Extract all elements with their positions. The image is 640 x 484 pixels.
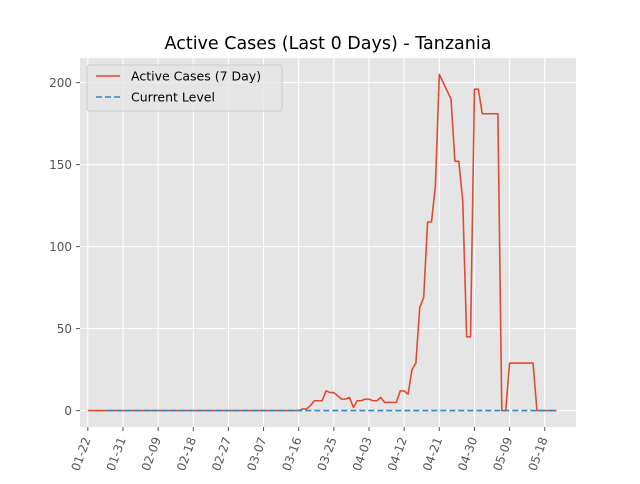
series-line-active-cases-7-day (87, 73, 557, 412)
x-tick-label: 03-07 (244, 435, 269, 473)
x-tick-label: 04-21 (420, 435, 445, 473)
grid (80, 58, 576, 427)
x-tick-label: 04-03 (350, 435, 375, 473)
x-tick-label: 04-12 (385, 435, 410, 473)
x-tick-label: 01-22 (69, 435, 94, 473)
x-axis: 01-22 01-31 02-09 02-18 02-27 03-07 03-16 03-25… (69, 427, 551, 473)
legend: Active Cases (7 Day) Current Level (86, 64, 283, 112)
y-tick-label: 100 (49, 240, 72, 254)
x-tick-label: 02-18 (174, 435, 199, 473)
x-tick-label: 05-09 (490, 435, 515, 473)
y-tick-label: 150 (49, 158, 72, 172)
y-axis: 0 50 100 150 200 (49, 76, 80, 418)
x-tick-label: 02-09 (139, 435, 164, 473)
x-tick-label: 03-25 (315, 435, 340, 473)
legend-label-active-cases: Active Cases (7 Day) (131, 69, 261, 84)
y-tick-label: 0 (64, 404, 72, 418)
x-tick-label: 01-31 (104, 435, 129, 473)
legend-label-current-level: Current Level (131, 90, 215, 105)
y-tick-label: 50 (57, 322, 72, 336)
series-layer (87, 73, 557, 412)
x-tick-label: 04-30 (455, 435, 480, 473)
chart-title: Active Cases (Last 0 Days) - Tanzania (165, 34, 492, 54)
y-tick-label: 200 (49, 76, 72, 90)
plot-area (80, 58, 576, 427)
legend-box (86, 64, 283, 112)
x-tick-label: 05-18 (525, 435, 550, 473)
x-tick-label: 02-27 (209, 435, 234, 473)
x-tick-label: 03-16 (279, 435, 304, 473)
